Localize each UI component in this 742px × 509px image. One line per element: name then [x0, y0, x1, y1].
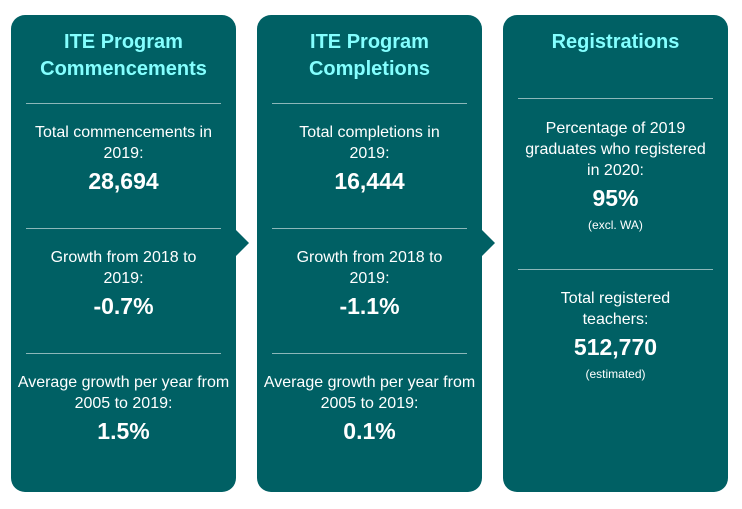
stat-note: (excl. WA) — [588, 218, 643, 232]
stat-value: 95% — [592, 185, 639, 211]
card-title: Registrations — [503, 29, 728, 56]
divider — [26, 353, 221, 354]
commencements-card: ITE Program Commencements Total commence… — [11, 15, 236, 492]
stat-note: (estimated) — [585, 367, 646, 381]
stat-label: Growth from 2018 to 2019: — [296, 249, 443, 287]
stat-growth-2018-2019: Growth from 2018 to 2019: -0.7% — [11, 247, 236, 321]
divider — [518, 98, 713, 99]
stat-average-growth: Average growth per year from 2005 to 201… — [257, 372, 482, 446]
card-title-line: ITE Program — [64, 31, 183, 53]
stat-average-growth: Average growth per year from 2005 to 201… — [11, 372, 236, 446]
stat-value: -0.7% — [93, 293, 154, 319]
stat-label: Total commencements in 2019: — [35, 124, 212, 162]
flow-arrow-icon — [236, 230, 249, 256]
stat-label: Total completions in 2019: — [299, 124, 440, 162]
stat-value: 16,444 — [334, 168, 405, 194]
stat-total-commencements: Total commencements in 2019: 28,694 — [11, 122, 236, 196]
stat-value: 0.1% — [343, 418, 396, 444]
divider — [26, 103, 221, 104]
stat-value: -1.1% — [339, 293, 400, 319]
stat-label: Percentage of 2019 graduates who registe… — [525, 120, 706, 179]
divider — [272, 353, 467, 354]
stat-total-registered-teachers: Total registered teachers: 512,770 (esti… — [503, 288, 728, 382]
card-title-line: Commencements — [40, 58, 207, 80]
stat-total-completions: Total completions in 2019: 16,444 — [257, 122, 482, 196]
stat-label: Total registered teachers: — [560, 290, 671, 328]
divider — [26, 228, 221, 229]
stat-label: Average growth per year from 2005 to 201… — [263, 374, 476, 412]
stat-value: 1.5% — [97, 418, 150, 444]
card-title: ITE Program Commencements — [11, 29, 236, 83]
stat-label: Average growth per year from 2005 to 201… — [17, 374, 230, 412]
card-title-line: Registrations — [551, 31, 680, 53]
card-title-line: Completions — [308, 58, 431, 80]
completions-card: ITE Program Completions Total completion… — [257, 15, 482, 492]
stat-graduate-registration-rate: Percentage of 2019 graduates who registe… — [503, 118, 728, 233]
stat-growth-2018-2019: Growth from 2018 to 2019: -1.1% — [257, 247, 482, 321]
flow-arrow-icon — [482, 230, 495, 256]
stat-label: Growth from 2018 to 2019: — [50, 249, 197, 287]
registrations-card: Registrations Percentage of 2019 graduat… — [503, 15, 728, 492]
card-title: ITE Program Completions — [257, 29, 482, 83]
divider — [272, 228, 467, 229]
stat-value: 28,694 — [88, 168, 159, 194]
divider — [518, 269, 713, 270]
card-title-line: ITE Program — [310, 31, 429, 53]
stat-value: 512,770 — [573, 334, 658, 360]
divider — [272, 103, 467, 104]
